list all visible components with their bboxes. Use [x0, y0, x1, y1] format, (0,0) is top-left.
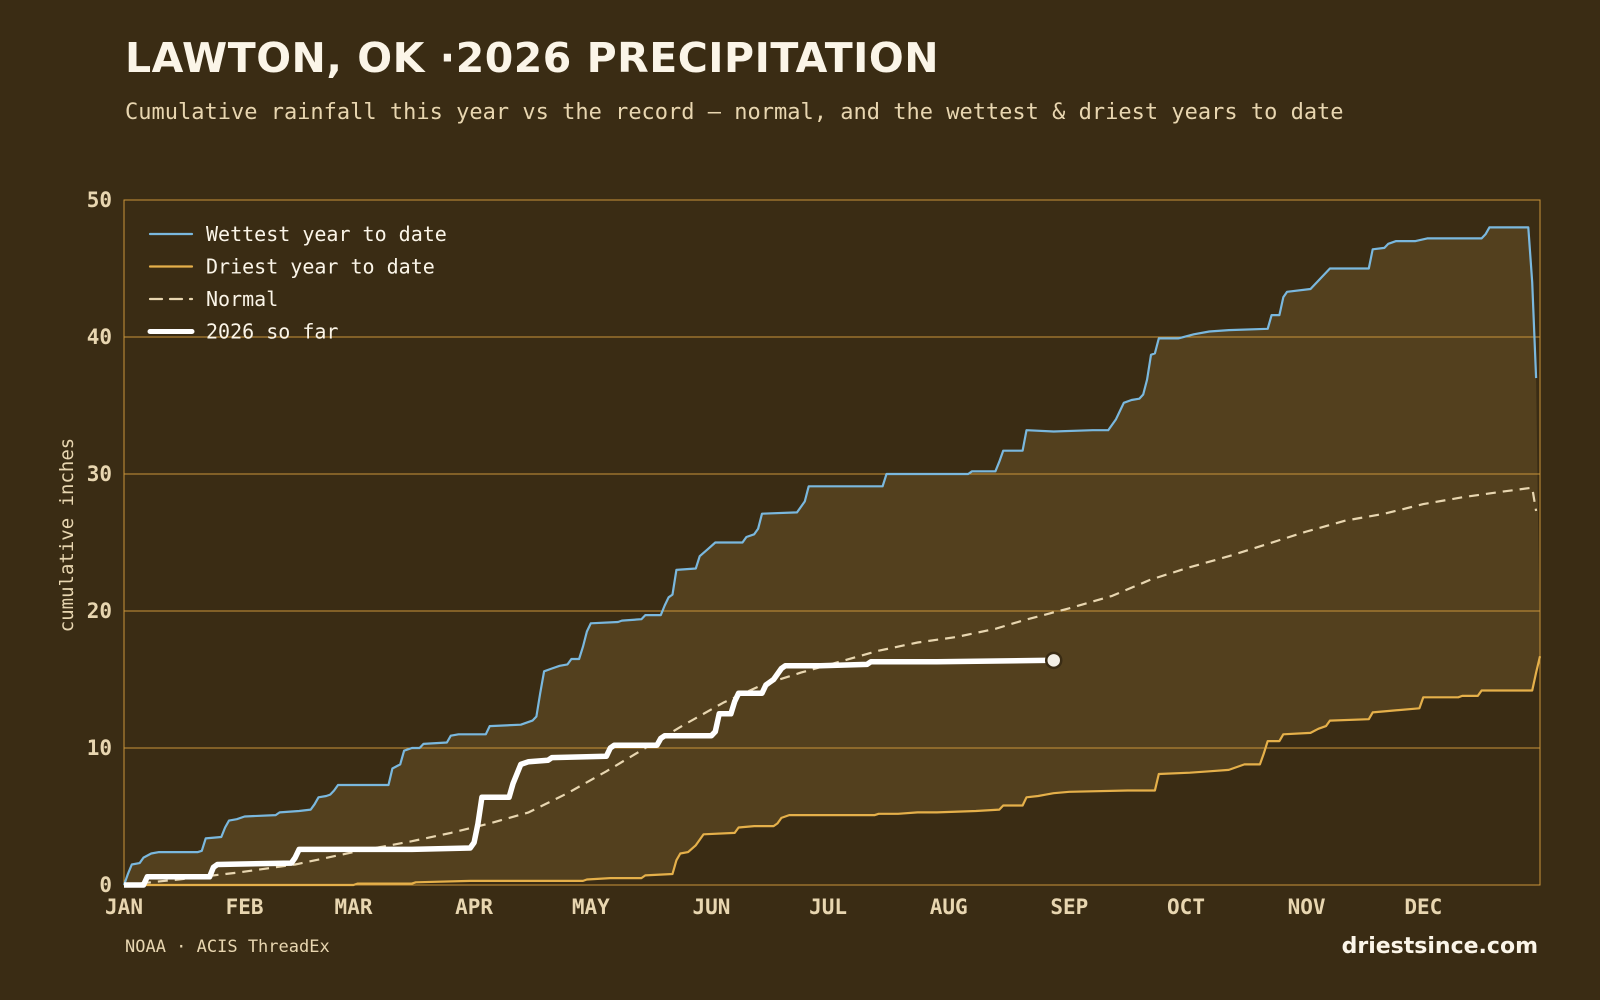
- legend: Wettest year to date Driest year to date N…: [147, 222, 447, 344]
- chart-title: LAWTON, OK ·2026 PRECIPITATION: [125, 34, 940, 82]
- y-tick-label: 50: [87, 188, 112, 212]
- x-tick-nov: NOV: [1288, 895, 1326, 919]
- x-tick-oct: OCT: [1167, 895, 1205, 919]
- x-tick-apr: APR: [455, 895, 493, 919]
- axes: cumulative inches 0 10 20 30 40 50 JAN FEB MAR AP…: [56, 188, 1442, 919]
- chart-subtitle: Cumulative rainfall this year vs the rec…: [125, 100, 1344, 125]
- range-band: [124, 227, 1540, 885]
- y-tick-label: 10: [87, 736, 112, 760]
- y-tick-label: 40: [87, 325, 112, 349]
- x-tick-may: MAY: [572, 895, 610, 919]
- y-tick-label: 0: [99, 873, 112, 897]
- x-tick-feb: FEB: [226, 895, 264, 919]
- series-lines: [122, 226, 1542, 888]
- x-tick-jul: JUL: [809, 895, 847, 919]
- normal-line: [123, 486, 1538, 887]
- legend-label: Normal: [206, 287, 278, 311]
- legend-label: 2026 so far: [206, 320, 338, 344]
- current-year-line: [124, 657, 1054, 888]
- y-tick-label: 30: [87, 462, 112, 486]
- legend-label: Driest year to date: [206, 255, 435, 279]
- y-tick-label: 20: [87, 599, 112, 623]
- wettest-line: [122, 226, 1538, 886]
- x-tick-mar: MAR: [335, 895, 373, 919]
- grid-lines: [123, 199, 1541, 886]
- x-tick-jan: JAN: [105, 895, 143, 919]
- current-endpoint-marker: [1044, 651, 1063, 670]
- source-credit: NOAA · ACIS ThreadEx: [125, 937, 330, 957]
- x-tick-aug: AUG: [930, 895, 968, 919]
- driest-line: [124, 655, 1542, 887]
- x-tick-dec: DEC: [1404, 895, 1442, 919]
- site-link[interactable]: driestsince.com: [1341, 934, 1538, 959]
- range-band-fill: [124, 227, 1540, 885]
- x-tick-sep: SEP: [1050, 895, 1088, 919]
- x-tick-jun: JUN: [692, 895, 730, 919]
- y-axis-label: cumulative inches: [56, 438, 78, 632]
- legend-label: Wettest year to date: [206, 222, 447, 246]
